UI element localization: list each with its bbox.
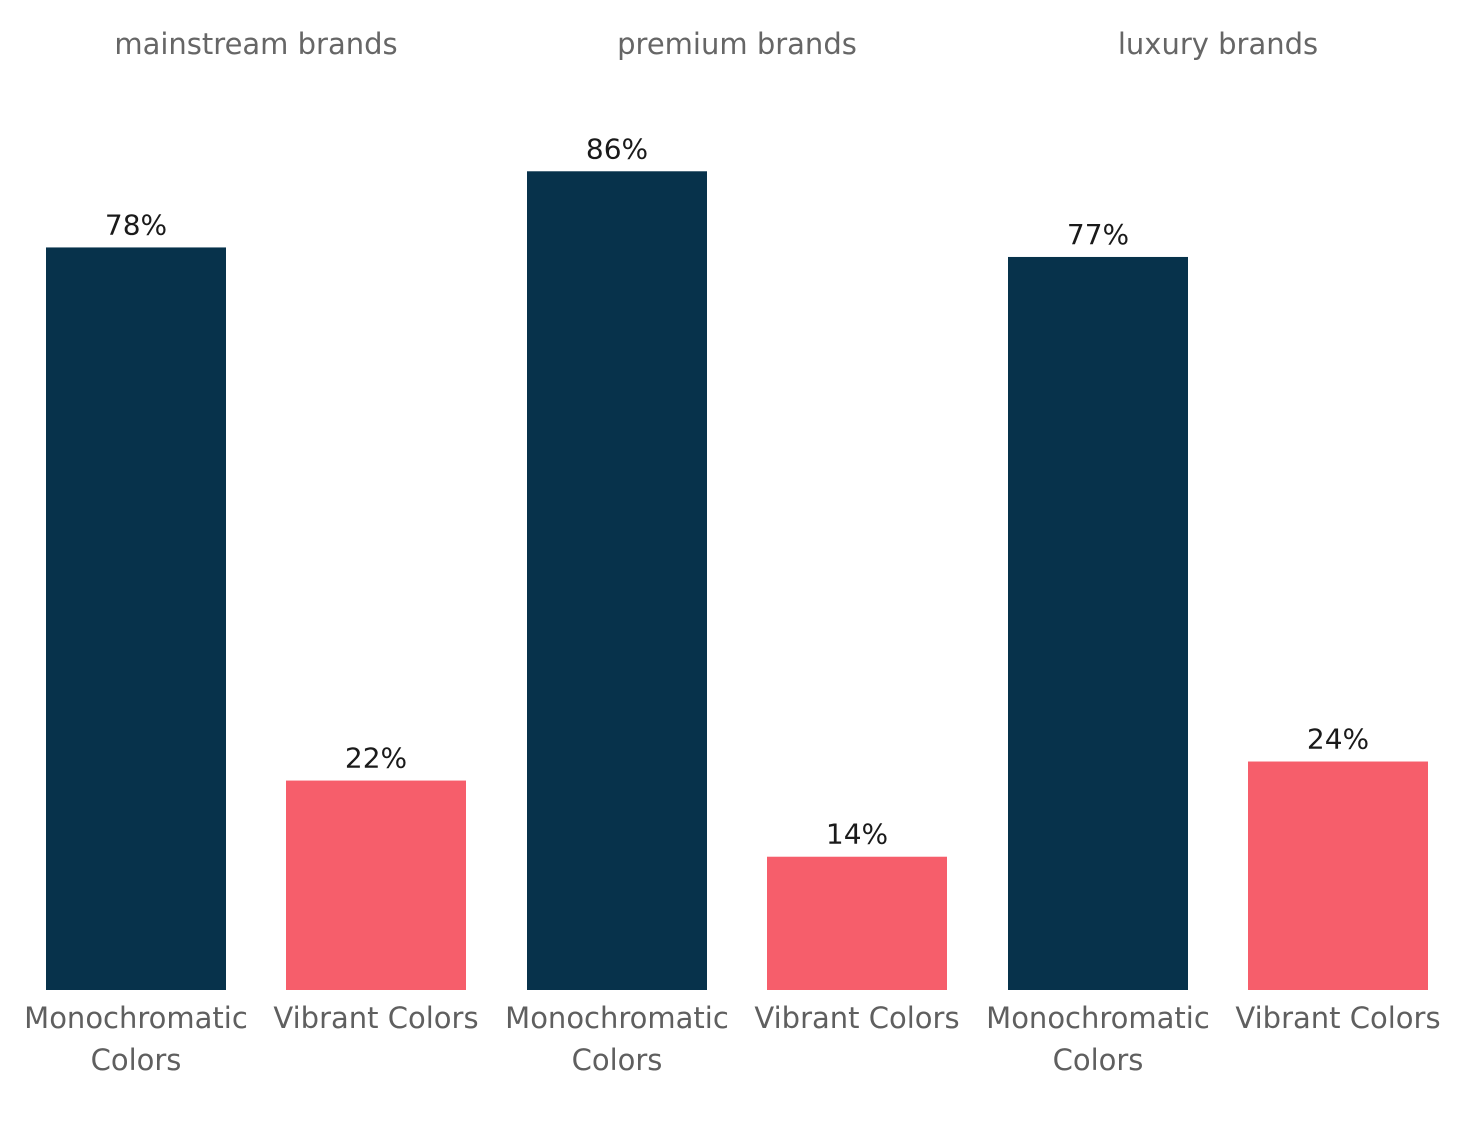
bar-vibrant (286, 780, 466, 990)
data-label: 86% (586, 132, 648, 165)
panel-title: luxury brands (1118, 27, 1318, 61)
category-label: Vibrant Colors (754, 1001, 959, 1035)
category-label: Colors (1053, 1043, 1144, 1077)
bar-monochromatic (1008, 256, 1188, 991)
bar-vibrant (767, 856, 947, 990)
data-label: 78% (105, 208, 167, 241)
data-label: 22% (345, 742, 407, 775)
category-label: Colors (572, 1043, 663, 1077)
bar-monochromatic (46, 247, 226, 990)
category-label: Monochromatic (986, 1001, 1210, 1035)
panel-title: premium brands (617, 27, 857, 61)
panel-title: mainstream brands (114, 27, 397, 61)
data-label: 24% (1307, 723, 1369, 756)
data-label: 14% (826, 818, 888, 851)
bar-vibrant (1248, 761, 1428, 990)
bar-monochromatic (527, 171, 707, 990)
category-label: Monochromatic (24, 1001, 248, 1035)
category-label: Vibrant Colors (273, 1001, 478, 1035)
category-label: Vibrant Colors (1235, 1001, 1440, 1035)
category-label: Colors (91, 1043, 182, 1077)
category-label: Monochromatic (505, 1001, 729, 1035)
data-label: 77% (1067, 218, 1129, 251)
